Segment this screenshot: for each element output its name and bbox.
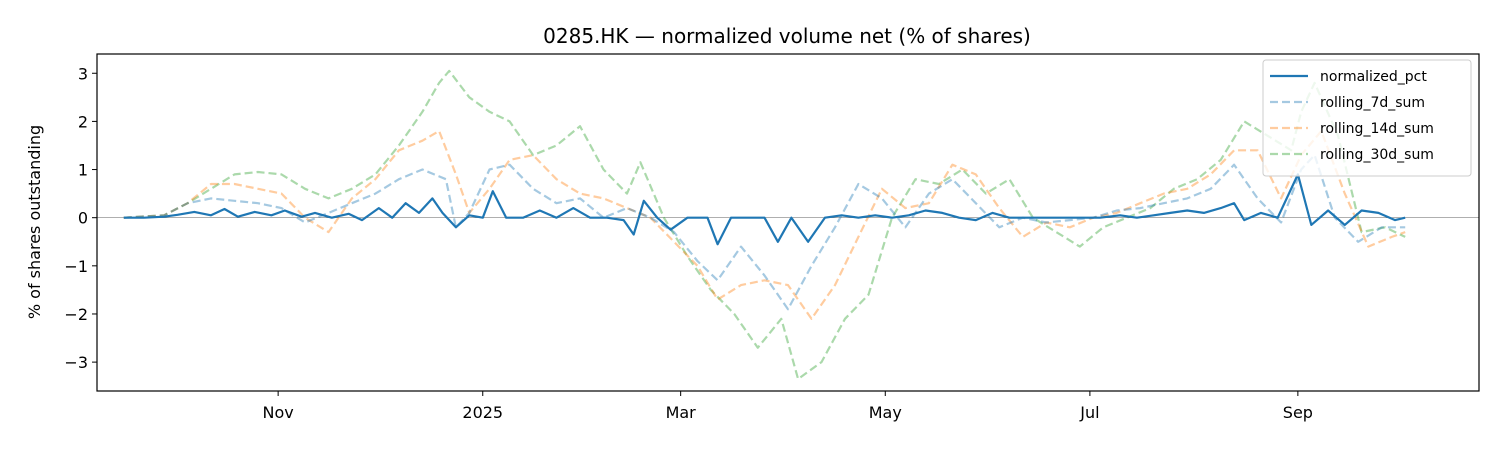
series-layer: [123, 69, 1406, 381]
series-line-rolling-7d-sum: [123, 154, 1406, 311]
series-line-rolling-14d-sum: [123, 129, 1406, 320]
y-tick-label: 2: [78, 112, 88, 131]
y-tick-label: 0: [78, 209, 88, 228]
y-tick-label: −2: [64, 305, 88, 324]
x-tick-label: Nov: [263, 403, 294, 422]
legend-label: rolling_14d_sum: [1320, 121, 1434, 137]
y-axis-ticks: −3 −2 −1 0 1 2 3: [64, 64, 97, 372]
y-tick-label: 1: [78, 161, 88, 180]
y-axis-label: % of shares outstanding: [25, 125, 44, 319]
x-tick-label: May: [869, 403, 902, 422]
series-line-rolling-30d-sum: [123, 69, 1406, 381]
x-tick-label: Mar: [666, 403, 697, 422]
plot-frame: [96, 53, 1480, 392]
legend-label: rolling_30d_sum: [1320, 147, 1434, 163]
series-line-normalized-pct: [123, 173, 1406, 246]
legend-box: [1262, 59, 1472, 177]
y-tick-label: 3: [78, 64, 88, 83]
x-tick-label: Jul: [1079, 403, 1099, 422]
x-tick-label: 2025: [462, 403, 503, 422]
y-tick-label: −3: [64, 353, 88, 372]
legend-label: normalized_pct: [1320, 69, 1427, 85]
legend: normalized_pct rolling_7d_sum rolling_14d_…: [1262, 59, 1472, 177]
legend-label: rolling_7d_sum: [1320, 95, 1425, 111]
x-tick-label: Sep: [1283, 403, 1313, 422]
x-axis-ticks: Nov 2025 Mar May Jul Sep: [263, 391, 1313, 422]
chart-title: 0285.HK — normalized volume net (% of sh…: [543, 24, 1031, 48]
y-tick-label: −1: [64, 257, 88, 276]
